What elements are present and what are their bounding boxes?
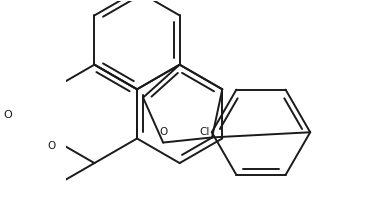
Text: O: O — [3, 110, 12, 120]
Text: O: O — [48, 141, 56, 151]
Text: Cl: Cl — [199, 127, 210, 137]
Text: O: O — [159, 127, 167, 137]
